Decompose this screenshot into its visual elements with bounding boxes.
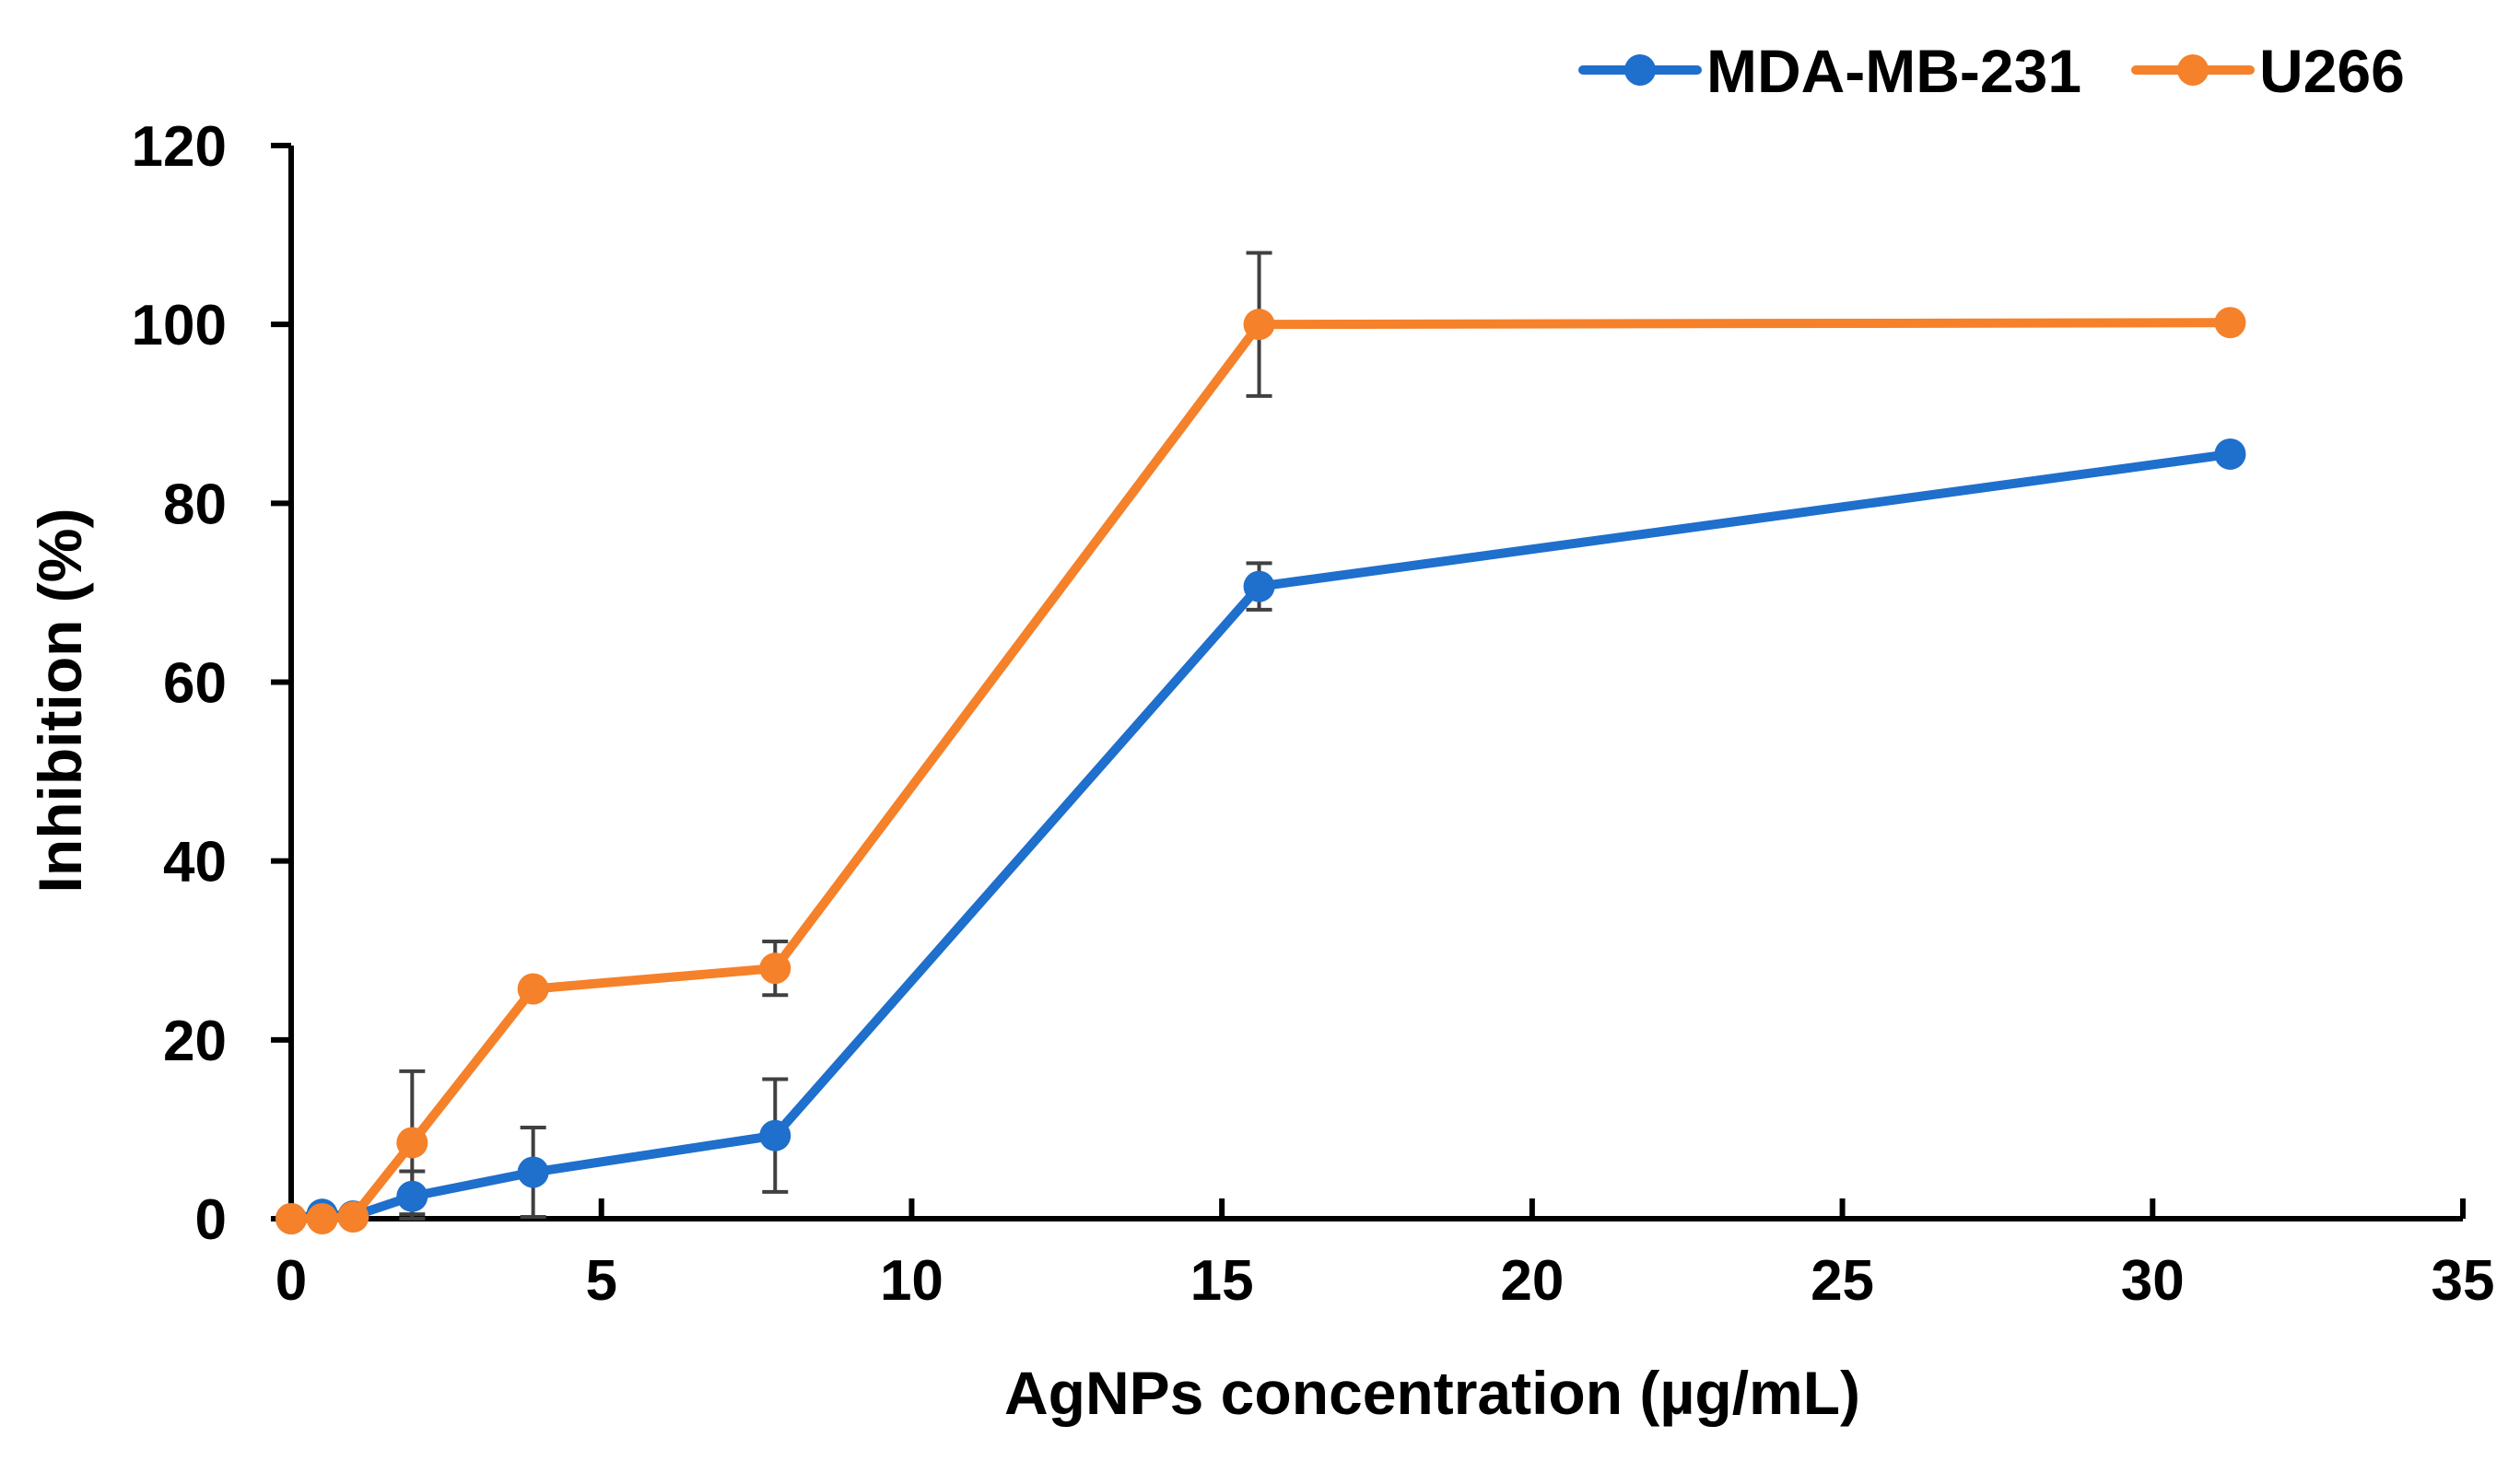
data-point-u266 bbox=[517, 973, 549, 1005]
data-point-mda-mb-231 bbox=[1243, 570, 1275, 602]
x-tick-label: 35 bbox=[2432, 1249, 2495, 1313]
legend: MDA-MB-231 U266 bbox=[1578, 37, 2405, 105]
legend-label-u266: U266 bbox=[2259, 37, 2405, 105]
x-tick-label: 15 bbox=[1190, 1249, 1254, 1313]
x-tick-label: 30 bbox=[2121, 1249, 2185, 1313]
x-tick-label: 25 bbox=[1811, 1249, 1874, 1313]
data-point-u266 bbox=[396, 1127, 428, 1159]
x-tick-label: 0 bbox=[275, 1249, 307, 1313]
y-tick-label: 40 bbox=[163, 831, 227, 894]
data-point-u266 bbox=[275, 1203, 307, 1234]
y-tick-label: 120 bbox=[132, 115, 227, 179]
data-point-u266 bbox=[2214, 307, 2246, 339]
legend-marker-mda-mb-231 bbox=[1624, 54, 1656, 86]
legend-marker-u266 bbox=[2177, 54, 2209, 86]
data-point-u266 bbox=[337, 1201, 369, 1233]
x-tick-label: 20 bbox=[1500, 1249, 1564, 1313]
x-tick-label: 5 bbox=[585, 1249, 616, 1313]
axes: 0 5 10 15 20 25 30 35 0 20 40 60 80 100 120 bbox=[132, 115, 2495, 1313]
data-point-mda-mb-231 bbox=[517, 1156, 549, 1188]
data-point-mda-mb-231 bbox=[759, 1119, 791, 1151]
data-point-mda-mb-231 bbox=[2214, 438, 2246, 470]
y-axis-title: Inhibition (%) bbox=[26, 508, 94, 894]
data-point-u266 bbox=[1243, 309, 1275, 341]
data-point-mda-mb-231 bbox=[396, 1180, 428, 1212]
legend-label-mda-mb-231: MDA-MB-231 bbox=[1706, 37, 2081, 105]
y-tick-label: 80 bbox=[163, 473, 227, 536]
y-tick-label: 100 bbox=[132, 294, 227, 357]
y-tick-label: 60 bbox=[163, 652, 227, 716]
x-axis-title: AgNPs concentration (µg/mL) bbox=[1004, 1359, 1860, 1427]
data-point-u266 bbox=[759, 953, 791, 985]
series bbox=[275, 307, 2246, 1234]
y-tick-label: 20 bbox=[163, 1010, 227, 1073]
data-point-u266 bbox=[306, 1203, 338, 1234]
x-tick-label: 10 bbox=[880, 1249, 944, 1313]
series-line-u266 bbox=[287, 318, 2235, 1223]
y-tick-label: 0 bbox=[195, 1188, 227, 1252]
